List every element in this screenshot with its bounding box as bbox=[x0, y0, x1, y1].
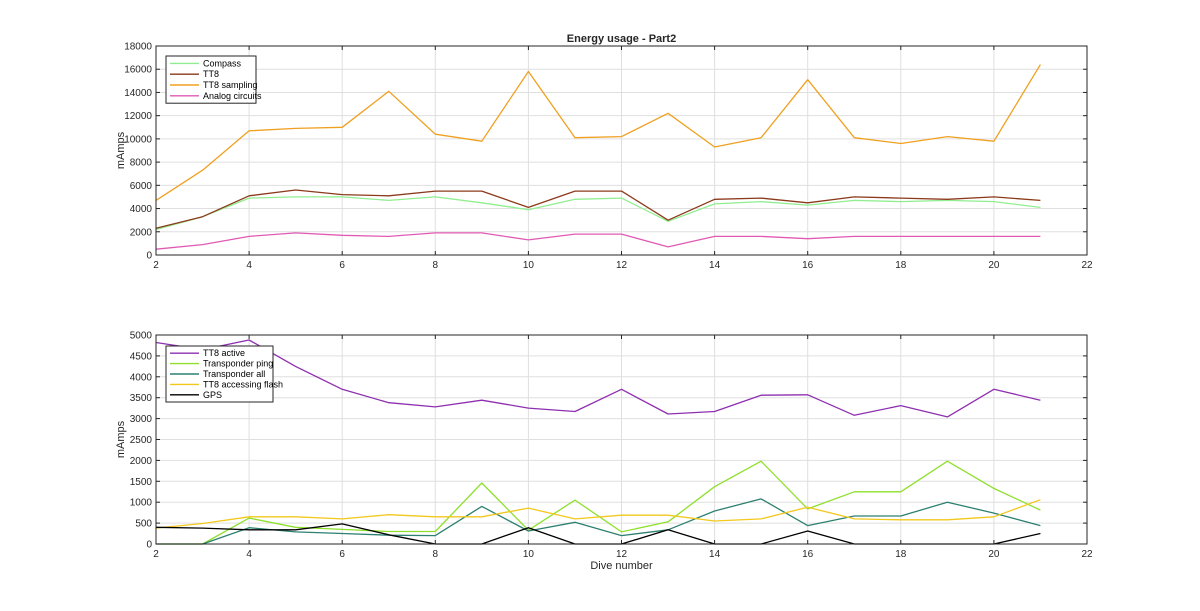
x-tick-label: 4 bbox=[246, 549, 252, 560]
y-tick-label: 0 bbox=[146, 251, 152, 262]
legend-label: Compass bbox=[203, 58, 242, 68]
y-tick-label: 6000 bbox=[130, 181, 153, 192]
y-tick-label: 14000 bbox=[124, 88, 152, 99]
y-tick-label: 4500 bbox=[130, 351, 153, 362]
legend-label: Analog circuits bbox=[203, 91, 262, 101]
y-tick-label: 5000 bbox=[130, 331, 153, 342]
y-tick-label: 3000 bbox=[130, 414, 153, 425]
legend-item: Transponder all bbox=[170, 369, 265, 379]
legend-item: TT8 bbox=[170, 69, 219, 79]
legend-item: Analog circuits bbox=[170, 91, 262, 101]
x-tick-label: 20 bbox=[988, 260, 1000, 271]
x-tick-label: 10 bbox=[523, 260, 535, 271]
series-line-transponder-all bbox=[156, 498, 1041, 545]
y-tick-label: 2000 bbox=[130, 456, 153, 467]
x-tick-label: 22 bbox=[1081, 260, 1093, 271]
x-tick-label: 20 bbox=[988, 549, 1000, 560]
x-tick-label: 14 bbox=[709, 260, 721, 271]
x-axis-label: Dive number bbox=[590, 560, 653, 572]
axes-box bbox=[155, 334, 1088, 545]
y-tick-label: 4000 bbox=[130, 372, 153, 383]
y-tick-label: 1000 bbox=[130, 498, 153, 509]
y-tick-label: 1500 bbox=[130, 477, 153, 488]
y-tick-label: 2000 bbox=[130, 227, 153, 238]
chart-panel-2: 2 4 6 8 10 12 14 16 18 20 22 0 500 1000 1500 2000 2500 30… bbox=[115, 331, 1093, 573]
legend-label: GPS bbox=[203, 390, 222, 400]
legend-item: TT8 active bbox=[170, 348, 245, 358]
legend-label: TT8 accessing flash bbox=[203, 379, 283, 389]
y-tick-label: 10000 bbox=[124, 134, 152, 145]
x-tick-label: 10 bbox=[523, 549, 535, 560]
y-tick-label: 16000 bbox=[124, 65, 152, 76]
legend-item: TT8 accessing flash bbox=[170, 379, 283, 389]
y-tick-label: 0 bbox=[146, 540, 152, 551]
legend-label: TT8 bbox=[203, 69, 219, 79]
x-tick-label: 18 bbox=[895, 260, 907, 271]
x-tick-label: 22 bbox=[1081, 549, 1093, 560]
series-line-tt8-sampling bbox=[155, 64, 1041, 201]
series-line-tt8-accessing-flash bbox=[155, 499, 1041, 529]
y-tick-label: 18000 bbox=[124, 42, 152, 53]
series-line-tt8 bbox=[155, 189, 1041, 229]
x-tick-label: 18 bbox=[895, 549, 907, 560]
series-line-tt8-active bbox=[155, 339, 1041, 418]
y-tick-label: 500 bbox=[135, 519, 152, 530]
x-tick-label: 2 bbox=[153, 260, 159, 271]
y-tick-label: 4000 bbox=[130, 204, 153, 215]
legend-item: Compass bbox=[170, 58, 242, 68]
x-tick-label: 14 bbox=[709, 549, 721, 560]
legend-label: TT8 active bbox=[203, 348, 245, 358]
y-tick-label: 3500 bbox=[130, 393, 153, 404]
y-axis-label: mAmps bbox=[115, 420, 127, 458]
legend-item: Transponder ping bbox=[170, 359, 273, 369]
series-line-compass bbox=[155, 196, 1041, 231]
legend-label: TT8 sampling bbox=[203, 80, 258, 90]
x-tick-label: 4 bbox=[246, 260, 252, 271]
y-tick-label: 12000 bbox=[124, 111, 152, 122]
legend-label: Transponder all bbox=[203, 369, 265, 379]
y-tick-label: 2500 bbox=[130, 435, 153, 446]
x-tick-label: 2 bbox=[153, 549, 159, 560]
x-tick-label: 6 bbox=[339, 260, 345, 271]
y-axis-label: mAmps bbox=[115, 131, 127, 169]
series-line-transponder-ping bbox=[156, 460, 1041, 545]
legend-label: Transponder ping bbox=[203, 359, 273, 369]
axes-box bbox=[155, 45, 1088, 256]
x-tick-label: 6 bbox=[339, 549, 345, 560]
x-tick-label: 12 bbox=[616, 260, 628, 271]
legend-item: TT8 sampling bbox=[170, 80, 258, 90]
x-tick-label: 8 bbox=[433, 260, 439, 271]
x-tick-label: 16 bbox=[802, 260, 814, 271]
x-tick-label: 16 bbox=[802, 549, 814, 560]
x-tick-label: 8 bbox=[433, 549, 439, 560]
chart-title: Energy usage - Part2 bbox=[567, 33, 676, 45]
legend-item: GPS bbox=[170, 390, 222, 400]
series-line-analog-circuits bbox=[155, 232, 1041, 250]
chart-panel-1: 2 4 6 8 10 12 14 16 18 20 22 0 2000 4000 6000 8000 10000… bbox=[115, 33, 1093, 271]
x-tick-label: 12 bbox=[616, 549, 628, 560]
y-tick-label: 8000 bbox=[130, 158, 153, 169]
